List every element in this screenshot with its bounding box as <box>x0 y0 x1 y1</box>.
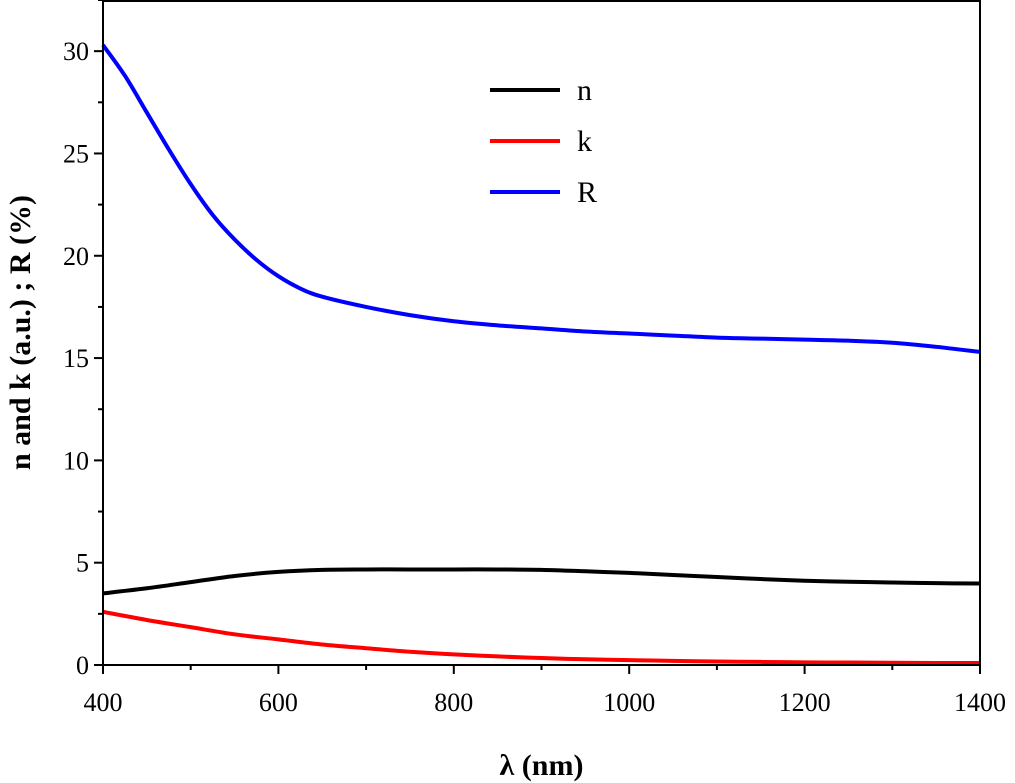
tick-layer: 400 600 800 1000 1200 1400 0 5 10 15 20 25 30 <box>63 0 1006 717</box>
x-tick-label: 800 <box>434 688 473 717</box>
series-line-R <box>101 43 981 354</box>
y-tick-label: 0 <box>76 651 89 680</box>
legend-label-R: R <box>577 176 597 209</box>
series-layer <box>101 43 981 665</box>
x-tick-label: 1000 <box>603 688 655 717</box>
plot-frame <box>102 0 981 666</box>
series-line-k <box>102 609 981 665</box>
y-tick-label: 30 <box>63 37 89 66</box>
legend: nkR <box>490 74 597 209</box>
y-tick-label: 25 <box>63 139 89 168</box>
y-tick-label: 20 <box>63 242 89 271</box>
x-axis-title: λ (nm) <box>500 749 584 782</box>
series-line-n <box>102 567 981 596</box>
y-tick-label: 15 <box>63 344 89 373</box>
x-tick-label: 1200 <box>779 688 831 717</box>
legend-label-n: n <box>577 74 592 107</box>
legend-label-k: k <box>577 125 592 158</box>
x-tick-label: 600 <box>259 688 298 717</box>
y-tick-label: 10 <box>63 446 89 475</box>
x-tick-label: 400 <box>84 688 123 717</box>
y-tick-label: 5 <box>76 549 89 578</box>
x-tick-label: 1400 <box>954 688 1006 717</box>
y-axis-title: n and k (a.u.) ; R (%) <box>4 195 37 470</box>
